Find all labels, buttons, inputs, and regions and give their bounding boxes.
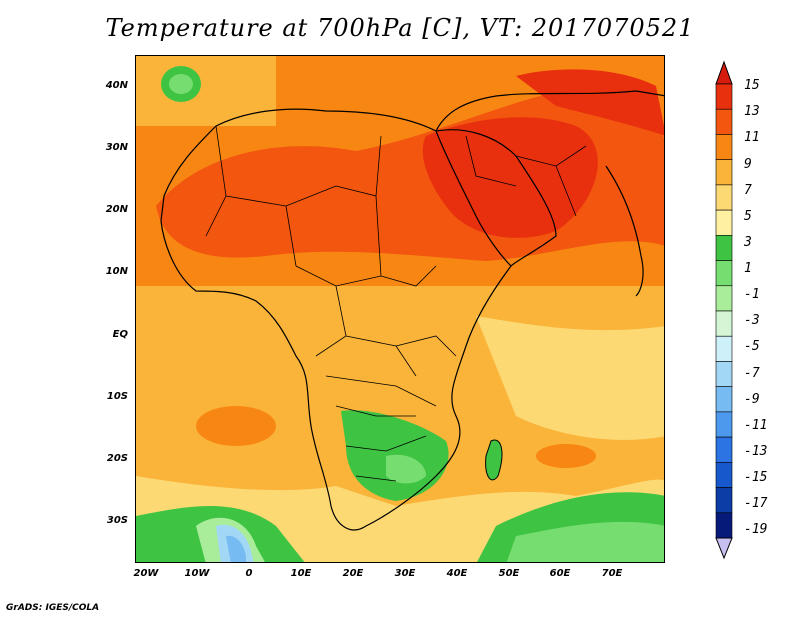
colorbar-cell [715,184,733,211]
temperature-map [135,55,665,563]
colorbar-cell [715,487,733,514]
colorbar-label: -5 [744,339,760,354]
colorbar-label: 5 [744,209,752,224]
field-warm-patch [196,406,276,446]
colorbar-cell [715,386,733,413]
colorbar-cell [715,411,733,438]
field-atlantic-north [136,56,276,126]
x-tick-60e: 60E [549,568,571,579]
x-tick-30e: 30E [394,568,416,579]
y-tick-20n: 20N [105,204,128,215]
credit-text: GrADS: IGES/COLA [6,603,100,613]
field-arabia-core [422,117,598,238]
colorbar-label: -11 [744,418,768,433]
colorbar-cell [715,159,733,186]
map-canvas [136,56,664,562]
colorbar-cell [715,108,733,135]
x-tick-20e: 20E [342,568,364,579]
colorbar-cell [715,209,733,236]
field-persia-core [516,69,664,136]
colorbar-label: 3 [744,235,752,250]
colorbar-cell [715,361,733,387]
y-tick-10n: 10N [105,266,128,277]
colorbar-cell [715,335,733,362]
colorbar-label: -15 [744,470,768,485]
colorbar-label: 7 [744,183,752,198]
colorbar-label: -9 [744,392,760,407]
colorbar-cell [715,512,733,539]
colorbar-cell [715,285,733,312]
colorbar-top-arrow [715,60,733,85]
africa-coastline [160,108,512,531]
y-tick-40n: 40N [105,80,128,91]
colorbar-bottom-arrow [715,537,733,560]
country-borders [205,125,587,482]
colorbar-cell [715,134,733,160]
colorbar-cell [715,235,733,261]
colorbar-cell [715,436,733,463]
x-tick-10e: 10E [290,568,312,579]
colorbar-label: 9 [744,157,752,172]
map-title: Temperature at 700hPa [C], VT: 201707052… [105,14,695,42]
y-tick-eq: EQ [112,329,128,340]
colorbar-cell [715,83,733,110]
arabia-coastline [435,129,557,267]
colorbar-label: -19 [744,522,768,537]
y-tick-30n: 30N [105,142,128,153]
x-tick-70e: 70E [601,568,623,579]
colorbar-label: -1 [744,287,760,302]
colorbar-label: 1 [744,261,752,276]
field-indian-ocean [476,316,664,440]
x-tick-20w: 20W [133,568,159,579]
x-tick-0: 0 [245,568,253,579]
colorbar-label: -17 [744,496,768,511]
colorbar-label: -3 [744,313,760,328]
colorbar-cell [715,310,733,337]
field-madagascar [485,440,502,480]
x-tick-10w: 10W [184,568,210,579]
india-coastline [605,165,644,297]
asia-coastline [435,90,664,132]
colorbar-label: 13 [744,104,760,119]
colorbar-label: 11 [744,130,760,145]
y-tick-10s: 10S [106,391,128,402]
colorbar-label: -7 [744,366,760,381]
colorbar-label: -13 [744,444,768,459]
y-tick-30s: 30S [106,515,128,526]
madagascar-coastline [485,439,503,481]
x-tick-50e: 50E [498,568,520,579]
y-tick-20s: 20S [106,453,128,464]
x-tick-40e: 40E [446,568,468,579]
colorbar-cell [715,260,733,287]
colorbar-cell [715,462,733,488]
colorbar-label: 15 [744,78,760,93]
colorbar [715,60,733,560]
